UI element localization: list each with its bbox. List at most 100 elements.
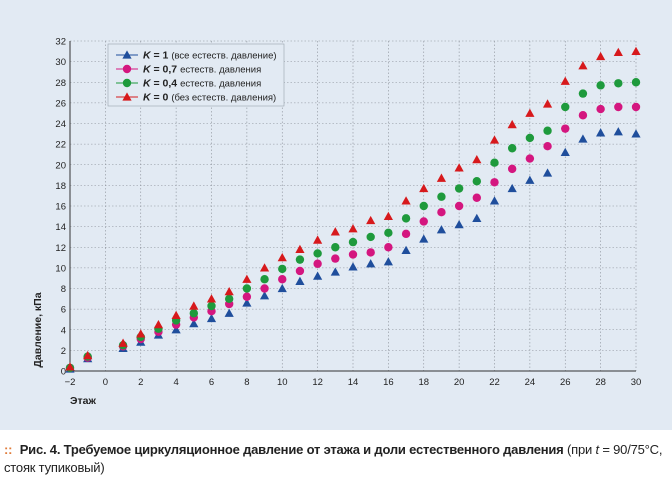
figure-caption: :: Рис. 4. Требуемое циркуляционное давл… [4, 441, 668, 477]
data-point [295, 244, 305, 253]
y-tick-label: 24 [55, 119, 66, 130]
data-point [631, 78, 641, 87]
data-point [295, 255, 305, 264]
data-point [437, 207, 446, 217]
legend-label: K = 1 (все естеств. давление) [143, 50, 277, 62]
data-point [561, 124, 570, 133]
x-tick-label: 8 [244, 377, 249, 388]
data-point [242, 284, 252, 293]
data-point [331, 254, 340, 263]
data-point [401, 196, 411, 205]
data-point [366, 215, 376, 225]
caption-fig-label: Рис. 4. [19, 442, 61, 457]
y-tick-label: 28 [55, 78, 66, 89]
caption-rest: = 90/75°C, стояк тупиковый) [4, 442, 663, 475]
data-point [383, 257, 393, 266]
legend-label: K = 0,4 естеств. давления [143, 78, 261, 90]
y-tick-label: 20 [55, 160, 66, 171]
data-point [277, 252, 287, 262]
y-tick-label: 6 [61, 305, 66, 316]
data-point [596, 51, 606, 61]
series-3 [65, 78, 641, 373]
y-tick-label: 2 [61, 346, 66, 357]
data-point [596, 104, 605, 114]
data-point [260, 275, 269, 284]
data-point [561, 102, 570, 112]
data-point [224, 286, 234, 296]
data-point [278, 275, 287, 284]
data-point [153, 319, 164, 329]
pressure-scatter-chart: −2 0 2 4 6 8 10 12 14 16 18 20 22 24 26 28 3002468101214… [32, 37, 641, 408]
data-point [436, 225, 447, 234]
data-point [313, 271, 323, 280]
data-point [136, 329, 146, 338]
data-point [578, 111, 588, 120]
data-point [189, 309, 199, 318]
data-point [596, 81, 605, 90]
data-point [366, 248, 375, 257]
x-tick-label: 14 [348, 377, 359, 388]
data-point [171, 310, 181, 319]
data-point [260, 284, 269, 293]
x-tick-label: 2 [138, 377, 143, 388]
grid [69, 40, 637, 372]
x-tick-label: 6 [209, 377, 214, 388]
data-point [313, 259, 322, 268]
data-point [348, 250, 358, 259]
y-tick-label: 26 [55, 98, 66, 109]
y-tick-label: 22 [55, 140, 66, 151]
data-point [189, 318, 199, 328]
data-point [472, 213, 482, 223]
data-series [65, 46, 641, 373]
data-point [171, 325, 181, 334]
data-point [348, 237, 358, 247]
data-point [330, 267, 340, 276]
data-point [419, 217, 428, 226]
series-1 [65, 127, 641, 373]
data-point [401, 214, 411, 223]
data-point [631, 102, 641, 112]
data-point [596, 128, 606, 137]
caption-t-variable: t [595, 442, 599, 457]
legend-marker [122, 50, 132, 59]
data-point [489, 135, 500, 144]
caption-paren: (при [567, 442, 593, 457]
y-tick-label: 4 [61, 325, 66, 336]
data-point [525, 175, 535, 184]
data-point [401, 229, 411, 239]
data-point [313, 235, 323, 244]
legend-marker [122, 92, 132, 101]
data-point [613, 47, 623, 57]
data-point [525, 108, 535, 117]
data-point [419, 234, 429, 243]
data-point [490, 158, 499, 167]
y-tick-label: 30 [55, 57, 66, 68]
series-4 [65, 46, 641, 371]
x-tick-label: 20 [454, 377, 465, 388]
data-point [259, 263, 270, 272]
data-point [277, 283, 287, 293]
data-point [490, 178, 499, 187]
data-point [224, 308, 234, 317]
y-axis-label: Давление, кПа [32, 292, 44, 367]
data-point [507, 144, 517, 153]
x-axis-label: Этаж [70, 395, 96, 407]
data-point [578, 89, 588, 98]
chart-panel: −2 0 2 4 6 8 10 12 14 16 18 20 22 24 26 28 30 0 2 4 6 8 10 12 14… [0, 0, 672, 430]
tick-labels: −2 0 2 4 6 8 10 12 14 16 18 20 22 24 26 28 3002468101214… [55, 37, 641, 389]
data-point [560, 147, 570, 157]
x-tick-label: 26 [560, 377, 571, 388]
caption-title: Требуемое циркуляционное давление от эта… [63, 442, 564, 457]
data-point [206, 313, 217, 323]
data-point [631, 129, 641, 138]
legend-entry: K = 0,4 естеств. давления [116, 78, 261, 90]
y-tick-label: 8 [61, 284, 66, 295]
data-point [242, 292, 252, 301]
data-point [331, 243, 340, 252]
data-point [313, 249, 322, 258]
axes [69, 41, 636, 372]
legend-label: K = 0 (без естеств. давления) [143, 92, 276, 104]
data-point [614, 79, 623, 88]
x-tick-label: 10 [277, 377, 288, 388]
y-tick-label: 32 [55, 37, 66, 48]
